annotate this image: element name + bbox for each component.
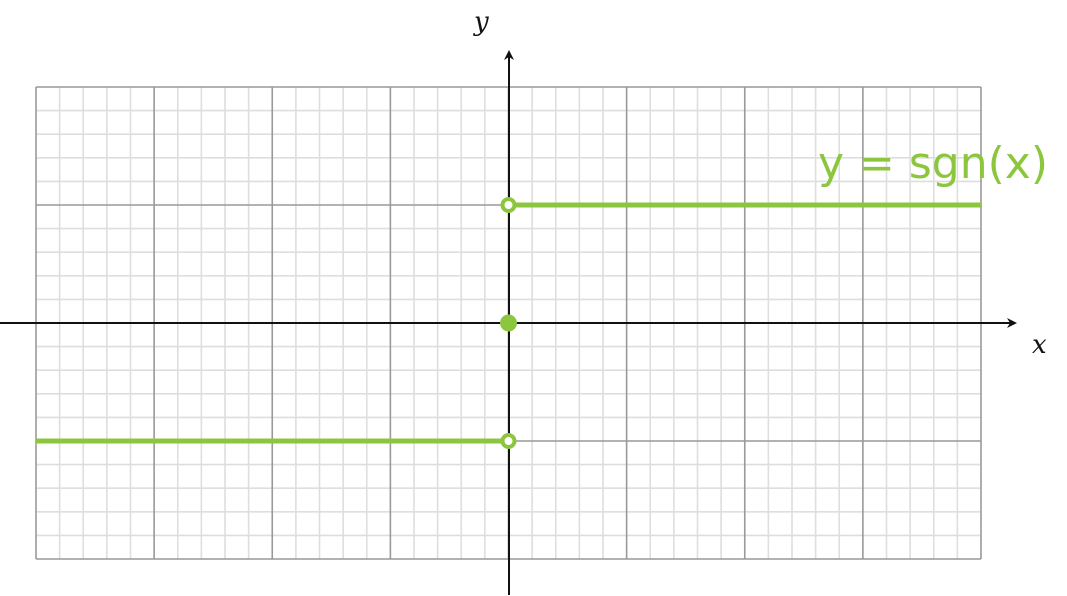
function-label: y = sgn(x) (818, 138, 1048, 189)
x-axis-label: x (1032, 330, 1047, 360)
y-axis-label: y (473, 7, 489, 37)
series-group (36, 197, 981, 449)
filled-point (500, 314, 517, 332)
open-point (500, 433, 517, 449)
open-point (500, 197, 517, 213)
